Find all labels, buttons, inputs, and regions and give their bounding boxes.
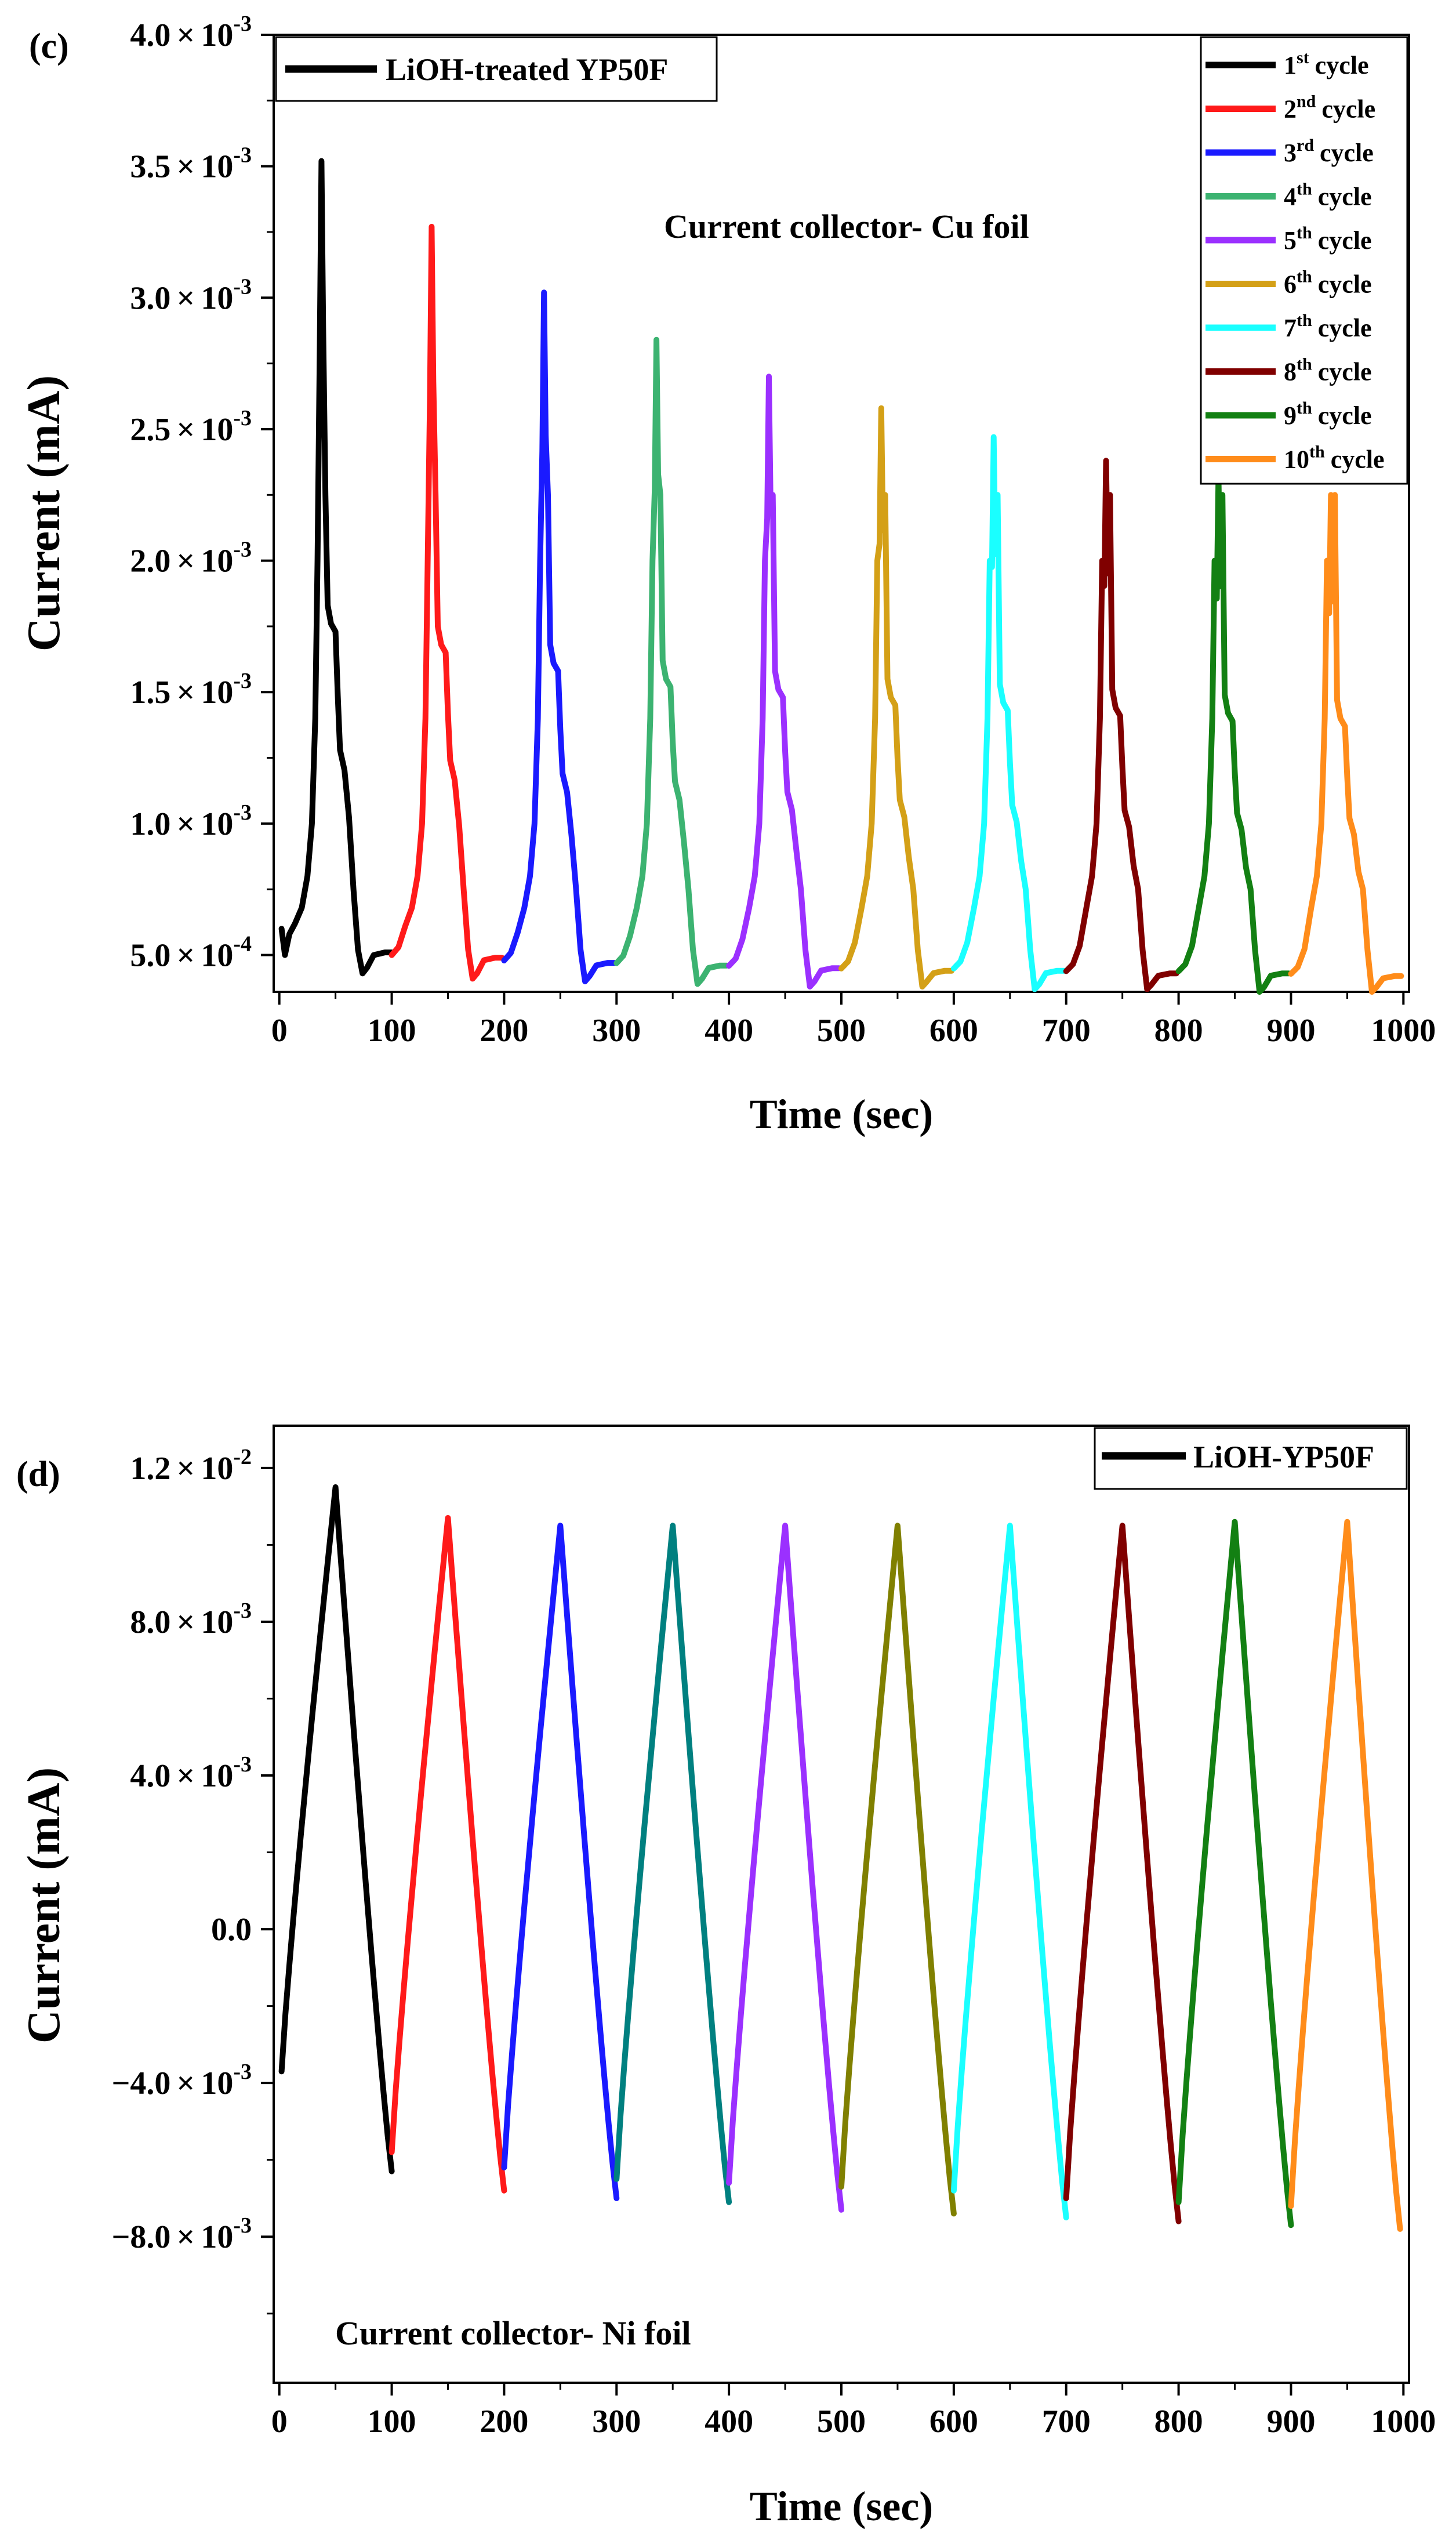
panel-c-cycle-legend: 1st cycle 2nd cycle 3rd cycle 4th cycle 5th cycle… xyxy=(1200,36,1408,485)
panel-c-legend-label-6: 6th cycle xyxy=(1284,267,1372,299)
panel-c-legend-label-9: 9th cycle xyxy=(1284,398,1372,430)
panel-d-y-tick-labels: −8.0 × 10-3 −4.0 × 10-3 0.0 4.0 × 10-3 8.0 × 10-3 1.2… xyxy=(112,1445,252,2255)
panel-d-y-tick-label: 8.0 × 10-3 xyxy=(130,1599,252,1640)
panel-c-annotation: Current collector- Cu foil xyxy=(664,208,1029,245)
panel-d-cycle-6-curve xyxy=(838,1523,957,2217)
panel-c-x-tick-label: 0 xyxy=(271,1013,288,1049)
panel-d-sample-legend: LiOH-YP50F xyxy=(1094,1427,1408,1490)
panel-d-cycle-3-curve xyxy=(501,1523,620,2201)
panel-d-label: (d) xyxy=(16,1455,60,1494)
panel-c-x-tick-label: 900 xyxy=(1266,1013,1315,1049)
panel-c-y-tick-label: 3.5 × 10-3 xyxy=(130,143,252,185)
panel-d-x-tick-labels: 0 100 200 300 400 500 600 700 800 900 1000 xyxy=(271,2404,1436,2440)
panel-c-x-tick-label: 600 xyxy=(929,1013,978,1049)
panel-d-y-axis-title: Current (mA) xyxy=(19,1767,70,2043)
panel-c-x-tick-label: 700 xyxy=(1042,1013,1091,1049)
panel-c-cycle-9-curve xyxy=(1175,473,1292,995)
panel-d-cycle-10-curve xyxy=(1288,1519,1403,2232)
panel-c-x-tick-labels: 0 100 200 300 400 500 600 700 800 900 1000 xyxy=(271,1013,1436,1049)
panel-c-x-tick-label: 500 xyxy=(817,1013,866,1049)
panel-c-sample-legend-text: LiOH-treated YP50F xyxy=(386,52,668,87)
panel-c-x-tick-label: 300 xyxy=(592,1013,641,1049)
panel-d-x-axis-title: Time (sec) xyxy=(750,2483,934,2529)
panel-d-x-tick-label: 500 xyxy=(817,2404,866,2440)
panel-c-cycle-2-curve xyxy=(388,223,505,982)
panel-c-x-tick-label: 200 xyxy=(480,1013,528,1049)
panel-c-legend-label-2: 2nd cycle xyxy=(1284,92,1375,124)
panel-c-chart: 0 100 200 300 400 500 600 700 800 900 1000 5.0 × 10-… xyxy=(19,12,1436,1137)
panel-c-x-axis-title: Time (sec) xyxy=(750,1091,934,1137)
panel-c-cycle-5-curve xyxy=(726,374,843,990)
panel-c-y-tick-label: 2.5 × 10-3 xyxy=(130,406,252,448)
panel-c-y-tick-label: 1.0 × 10-3 xyxy=(130,800,252,842)
panel-c-legend-label-8: 8th cycle xyxy=(1284,355,1372,386)
panel-c-cycle-10-curve xyxy=(1288,492,1404,995)
panel-d-cycle-2-curve xyxy=(388,1515,507,2194)
panel-d-x-tick-label: 800 xyxy=(1154,2404,1203,2440)
panel-d-y-tick-label: 1.2 × 10-2 xyxy=(130,1445,252,1487)
panel-d-x-tick-label: 0 xyxy=(271,2404,288,2440)
panel-d-y-tick-label: −8.0 × 10-3 xyxy=(112,2213,252,2255)
panel-c-y-tick-label: 4.0 × 10-3 xyxy=(130,12,252,53)
panel-c-x-tick-label: 100 xyxy=(368,1013,416,1049)
panel-c-x-tick-label: 800 xyxy=(1154,1013,1203,1049)
panel-d-cycle-9-curve xyxy=(1175,1519,1294,2228)
panel-d-cycle-1-curve xyxy=(278,1484,395,2175)
panel-c-y-tick-labels: 5.0 × 10-4 1.0 × 10-3 1.5 × 10-3 2.0 × 10-3 2.5 × 10-3… xyxy=(130,12,252,974)
panel-c-legend-label-7: 7th cycle xyxy=(1284,311,1372,342)
panel-d-y-tick-label: −4.0 × 10-3 xyxy=(112,2060,252,2101)
panel-d-x-tick-label: 1000 xyxy=(1371,2404,1436,2440)
panel-d-x-tick-label: 100 xyxy=(368,2404,416,2440)
panel-d-chart: 0 100 200 300 400 500 600 700 800 900 1000 −8.0 × 10… xyxy=(16,1425,1436,2529)
panel-d-y-tick-label: 0.0 xyxy=(211,1912,252,1948)
panel-c-cycle-7-curve xyxy=(950,434,1067,992)
panel-d-cycle-8-curve xyxy=(1063,1523,1182,2224)
panel-d-cycle-curves xyxy=(278,1484,1403,2232)
panel-c-y-tick-label: 1.5 × 10-3 xyxy=(130,669,252,711)
panel-c-legend-label-1: 1st cycle xyxy=(1284,48,1368,79)
panel-d-tick-marks xyxy=(261,1466,1405,2396)
panel-c-cycle-3-curve xyxy=(501,289,618,984)
panel-d-sample-legend-text: LiOH-YP50F xyxy=(1193,1440,1374,1474)
panel-c-x-tick-label: 400 xyxy=(705,1013,753,1049)
panel-c-cycle-4-curve xyxy=(613,336,730,987)
panel-c-x-tick-label: 1000 xyxy=(1371,1013,1436,1049)
panel-c-tick-marks xyxy=(261,34,1405,1005)
panel-c-y-axis-title: Current (mA) xyxy=(19,375,70,651)
panel-c-legend-label-10: 10th cycle xyxy=(1284,443,1385,474)
panel-c-legend-label-4: 4th cycle xyxy=(1284,180,1372,211)
panel-d-x-tick-label: 300 xyxy=(592,2404,641,2440)
panel-d-x-tick-label: 400 xyxy=(705,2404,753,2440)
panel-c-cycle-6-curve xyxy=(838,405,954,990)
panel-c-sample-legend: LiOH-treated YP50F xyxy=(275,36,718,102)
panel-c-legend-label-3: 3rd cycle xyxy=(1284,136,1374,167)
panel-d-cycle-5-curve xyxy=(726,1523,844,2213)
panel-c-legend-label-5: 5th cycle xyxy=(1284,223,1372,255)
panel-c-y-tick-label: 2.0 × 10-3 xyxy=(130,538,252,579)
panel-d-annotation: Current collector- Ni foil xyxy=(335,2314,691,2352)
panel-d-x-tick-label: 700 xyxy=(1042,2404,1091,2440)
panel-d-x-tick-label: 200 xyxy=(480,2404,528,2440)
panel-c-y-tick-label: 5.0 × 10-4 xyxy=(130,932,252,974)
panel-d-cycle-7-curve xyxy=(950,1523,1069,2221)
panel-c-cycle-curves xyxy=(278,158,1404,995)
panel-c-cycle-1-curve xyxy=(278,158,395,977)
panel-d-y-tick-label: 4.0 × 10-3 xyxy=(130,1752,252,1794)
panel-d-x-tick-label: 900 xyxy=(1266,2404,1315,2440)
panel-c-cycle-8-curve xyxy=(1063,458,1179,992)
panel-d-cycle-4-curve xyxy=(613,1523,732,2205)
panel-d-x-tick-label: 600 xyxy=(929,2404,978,2440)
panel-c-y-tick-label: 3.0 × 10-3 xyxy=(130,274,252,316)
panel-c-label: (c) xyxy=(29,27,69,66)
